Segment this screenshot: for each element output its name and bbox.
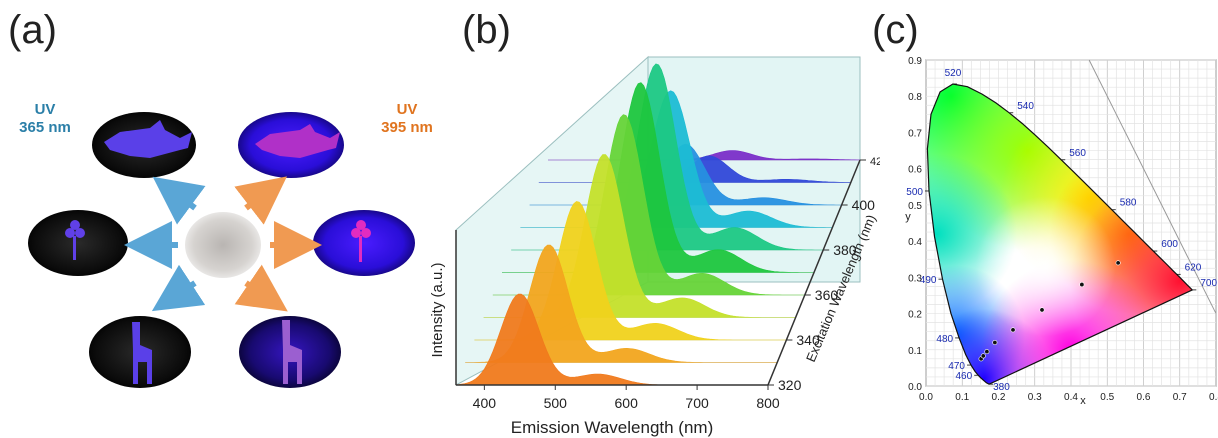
panel-b-label: (b) <box>462 8 511 52</box>
uv-395-line1: UV <box>396 101 418 118</box>
giraffe-shape-395 <box>282 320 302 384</box>
chart-c-planckian-guide <box>1088 59 1217 314</box>
chart-c-x-tick-label: 0.7 <box>1173 392 1187 403</box>
chart-c-y-tick-label: 0.6 <box>908 165 922 176</box>
chart-c-x-tick-label: 0.5 <box>1100 392 1114 403</box>
chart-b-z-tick-label: 400 <box>852 197 876 213</box>
chart-c-y-tick-label: 0.7 <box>908 128 922 139</box>
chart-b-y-label: Intensity (a.u.) <box>429 262 446 357</box>
chart-c-y-tick-label: 0.0 <box>908 382 922 393</box>
chart-c-locus-label-560: 560 <box>1069 148 1086 159</box>
photo-center-powder <box>185 212 261 278</box>
panel-a-photos <box>28 112 415 388</box>
chart-c-locus-label-500: 500 <box>906 187 923 198</box>
chart-c-locus-label-520: 520 <box>945 68 962 79</box>
fish-shape-395 <box>255 124 340 158</box>
chart-c-point-4 <box>992 340 998 346</box>
chart-b-z-tick-label: 340 <box>796 332 820 348</box>
chart-b-z-tick-label: 380 <box>833 242 857 258</box>
chart-c-locus-label-700: 700 <box>1200 278 1217 289</box>
chart-c-x-tick-label: 0.1 <box>955 392 969 403</box>
uv-365-label: UV 365 nm <box>10 101 80 137</box>
chart-b-waterfall: 400 500 600 700 800 320 340 360 380 400 420 Emiss… <box>429 55 880 437</box>
arrow-orange-up <box>234 176 287 225</box>
chart-c-x-tick-label: 0.2 <box>992 392 1006 403</box>
chart-c-spectral-locus <box>926 83 1194 385</box>
chart-c-point-7 <box>1079 282 1085 288</box>
chart-c-y-tick-label: 0.1 <box>908 346 922 357</box>
chart-b-x-tick-label: 500 <box>544 395 568 411</box>
chart-b-z-tick-label: 420 <box>870 156 880 168</box>
chart-c-y-tick-label: 0.3 <box>908 273 922 284</box>
chart-c-locus-label-460: 460 <box>956 371 973 382</box>
chart-c-point-8 <box>1115 260 1121 266</box>
chart-c-y-tick-label: 0.8 <box>908 92 922 103</box>
chart-c-y-label: y <box>905 211 911 223</box>
chart-c-x-tick-label: 0.0 <box>919 392 933 403</box>
uv-395-line2: 395 nm <box>381 119 433 136</box>
chart-c-locus-label-620: 620 <box>1185 262 1202 273</box>
panel-a-label: (a) <box>8 8 57 52</box>
chart-b-z-tick-label: 360 <box>815 287 839 303</box>
chart-c-y-tick-label: 0.5 <box>908 201 922 212</box>
arrow-orange-down <box>234 264 288 312</box>
chart-c-y-tick-label: 0.4 <box>908 237 922 248</box>
chart-c-y-tick-label: 0.9 <box>908 56 922 67</box>
arrow-blue-up <box>152 176 206 225</box>
chart-b-x-tick-label: 800 <box>756 395 780 411</box>
arrow-blue-down <box>151 264 206 312</box>
chart-c-locus-label-490: 490 <box>920 275 937 286</box>
chart-b-x-label: Emission Wavelength (nm) <box>511 418 714 437</box>
chart-c-point-2 <box>980 353 986 359</box>
uv-365-line2: 365 nm <box>19 119 71 136</box>
uv-365-line1: UV <box>34 101 56 118</box>
flower-shape-395 <box>351 220 371 262</box>
chart-c-x-tick-label: 0.3 <box>1028 392 1042 403</box>
fish-shape-365 <box>104 120 192 158</box>
chart-b-x-tick-label: 600 <box>615 395 639 411</box>
chart-c-x-label: x <box>1080 395 1086 407</box>
chart-c-locus-label-380: 380 <box>993 382 1010 393</box>
chart-c-locus-label-470: 470 <box>948 361 965 372</box>
giraffe-shape-365 <box>132 322 152 384</box>
uv-395-label: UV 395 nm <box>372 101 442 137</box>
chart-c-point-3 <box>984 349 990 355</box>
chart-c-x-tick-label: 0.6 <box>1137 392 1151 403</box>
chart-c-locus-label-580: 580 <box>1120 198 1137 209</box>
chart-b-x-tick-label: 700 <box>685 395 709 411</box>
chart-c-cie: 380460470480490500520540560580600620700 … <box>905 56 1218 407</box>
photo-flower-365 <box>28 210 128 276</box>
chart-c-locus-label-540: 540 <box>1017 101 1034 112</box>
chart-b-z-tick-label: 320 <box>778 377 802 393</box>
photo-flower-395 <box>313 210 415 276</box>
chart-b-x-tick-label: 400 <box>473 395 497 411</box>
flower-shape-365 <box>65 220 85 260</box>
chart-c-point-5 <box>1010 327 1016 333</box>
chart-c-locus-label-600: 600 <box>1161 239 1178 250</box>
chart-c-point-6 <box>1039 307 1045 313</box>
chart-c-x-tick-label: 0.4 <box>1064 392 1078 403</box>
chart-c-y-tick-label: 0.2 <box>908 310 922 321</box>
chart-c-x-tick-label: 0.8 <box>1209 392 1218 403</box>
chart-b-z-axis <box>767 159 861 386</box>
panel-c-label: (c) <box>872 8 919 52</box>
chart-c-locus-label-480: 480 <box>936 334 953 345</box>
